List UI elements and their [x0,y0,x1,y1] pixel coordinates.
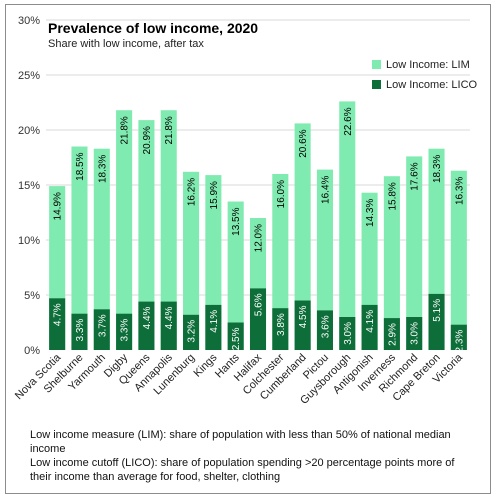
lico-bar [272,308,289,350]
lim-value-label: 16.4% [320,175,331,203]
lico-bar [428,293,445,350]
lim-value-label: 14.3% [365,199,376,227]
y-tick-label: 20% [18,125,40,137]
y-tick-label: 15% [18,180,40,192]
lico-value-label: 3.3% [75,319,86,342]
lico-value-label: 5.6% [254,293,265,316]
lim-value-label: 16.0% [276,180,287,208]
y-tick-label: 10% [18,235,40,247]
lico-bar [249,288,267,350]
lico-bar [116,313,133,350]
lico-value-label: 4.4% [142,306,153,329]
lico-value-label: 3.2% [187,320,198,343]
lico-bar [49,298,66,350]
lim-bar [272,174,289,350]
lim-bar [227,201,244,350]
legend-label-lim: Low Income: LIM [386,59,470,71]
lico-bar [361,304,378,350]
lim-value-label: 16.3% [454,177,465,205]
lim-value-label: 22.6% [343,107,354,135]
lico-bar [227,322,244,350]
lico-bar [138,301,155,350]
lico-value-label: 4.1% [365,310,376,333]
legend-swatch-lico [372,80,381,89]
lico-value-label: 3.0% [343,322,354,345]
lim-bar [93,148,110,350]
lim-bar [406,156,423,350]
lim-definition-note: Low income measure (LIM): share of popul… [30,429,451,455]
lim-value-label: 18.3% [432,155,443,183]
lim-bar [450,170,467,350]
lico-bar [294,300,311,350]
lico-bar [160,301,177,350]
lim-bar [339,101,356,351]
lim-bar [160,110,177,350]
lim-value-label: 21.8% [164,116,175,144]
lico-bar [205,304,222,350]
lico-value-label: 3.6% [320,315,331,338]
lico-value-label: 4.7% [53,303,64,326]
lico-definition-note: Low income cutoff (LICO): share of popul… [30,457,455,483]
lim-value-label: 21.8% [120,116,131,144]
lim-bar [116,110,133,350]
y-tick-label: 0% [24,345,40,357]
lico-bar [183,314,200,350]
lim-bar [316,169,333,350]
y-tick-label: 30% [18,15,40,27]
lico-value-label: 4.1% [209,310,220,333]
legend-label-lico: Low Income: LICO [386,79,478,91]
chart-subtitle: Share with low income, after tax [48,38,204,50]
lim-value-label: 17.6% [410,162,421,190]
lico-bar [339,317,356,350]
lico-value-label: 4.5% [298,305,309,328]
lim-bar [183,171,200,350]
y-tick-label: 5% [24,290,40,302]
lim-value-label: 13.5% [231,207,242,235]
lim-bar [71,146,88,350]
lim-bar [138,120,155,350]
lim-value-label: 16.2% [187,178,198,206]
lim-value-label: 18.3% [97,155,108,183]
lim-value-label: 20.9% [142,126,153,154]
lim-value-label: 14.9% [53,192,64,220]
lico-value-label: 3.8% [276,313,287,336]
lico-value-label: 2.3% [454,330,465,353]
lico-bar [316,310,333,350]
lim-bar [383,176,400,350]
lim-value-label: 18.5% [75,152,86,180]
legend-swatch-lim [372,60,381,69]
lim-value-label: 12.0% [254,224,265,252]
lico-value-label: 3.3% [120,319,131,342]
lico-bar [93,309,110,350]
lico-value-label: 3.7% [97,314,108,337]
lico-value-label: 4.4% [164,306,175,329]
chart-title: Prevalence of low income, 2020 [48,20,259,36]
lim-value-label: 20.6% [298,129,309,157]
lico-value-label: 2.5% [231,327,242,350]
lico-bar [406,317,423,350]
y-tick-label: 25% [18,70,40,82]
lico-value-label: 2.9% [387,323,398,346]
lico-bar [383,318,400,350]
lim-bar [294,123,311,351]
lico-bar [450,324,467,350]
lim-value-label: 15.8% [387,182,398,210]
lico-value-label: 3.0% [410,322,421,345]
lim-value-label: 15.9% [209,181,220,209]
lico-bar [71,313,88,350]
lico-value-label: 5.1% [432,299,443,322]
